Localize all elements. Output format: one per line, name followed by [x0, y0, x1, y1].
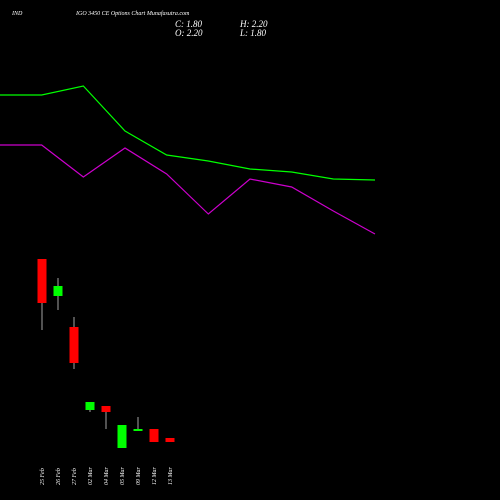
candle-body	[165, 438, 175, 442]
candle-body	[85, 402, 95, 410]
x-tick-label: 02 Mar	[88, 467, 94, 485]
line	[0, 144, 376, 235]
x-tick-label: 12 Mar	[152, 467, 158, 485]
chart-title: IND	[11, 11, 23, 17]
ohlc-text: C: 1.80	[175, 19, 203, 29]
line	[0, 85, 376, 181]
candle-body	[133, 429, 143, 431]
x-tick-label: 25 Feb	[40, 468, 46, 485]
candle-body	[117, 425, 127, 448]
candle-body	[69, 327, 79, 363]
x-tick-label: 05 Mar	[120, 467, 126, 485]
ohlc-text: O: 2.20	[175, 28, 203, 38]
chart-subtitle: IGO 3450 CE Options Chart Munafasutra.co…	[75, 10, 190, 17]
candle-body	[37, 259, 47, 303]
x-tick-label: 09 Mar	[136, 467, 142, 485]
x-tick-label: 04 Mar	[103, 467, 110, 485]
candle-body	[53, 286, 63, 296]
x-tick-label: 27 Feb	[72, 468, 78, 485]
ohlc-text: H: 2.20	[239, 19, 268, 29]
candle-body	[149, 429, 159, 442]
x-tick-label: 13 Mar	[168, 467, 174, 485]
candle-body	[101, 406, 111, 412]
x-tick-label: 26 Feb	[56, 468, 62, 485]
ohlc-text: L: 1.80	[239, 28, 267, 38]
